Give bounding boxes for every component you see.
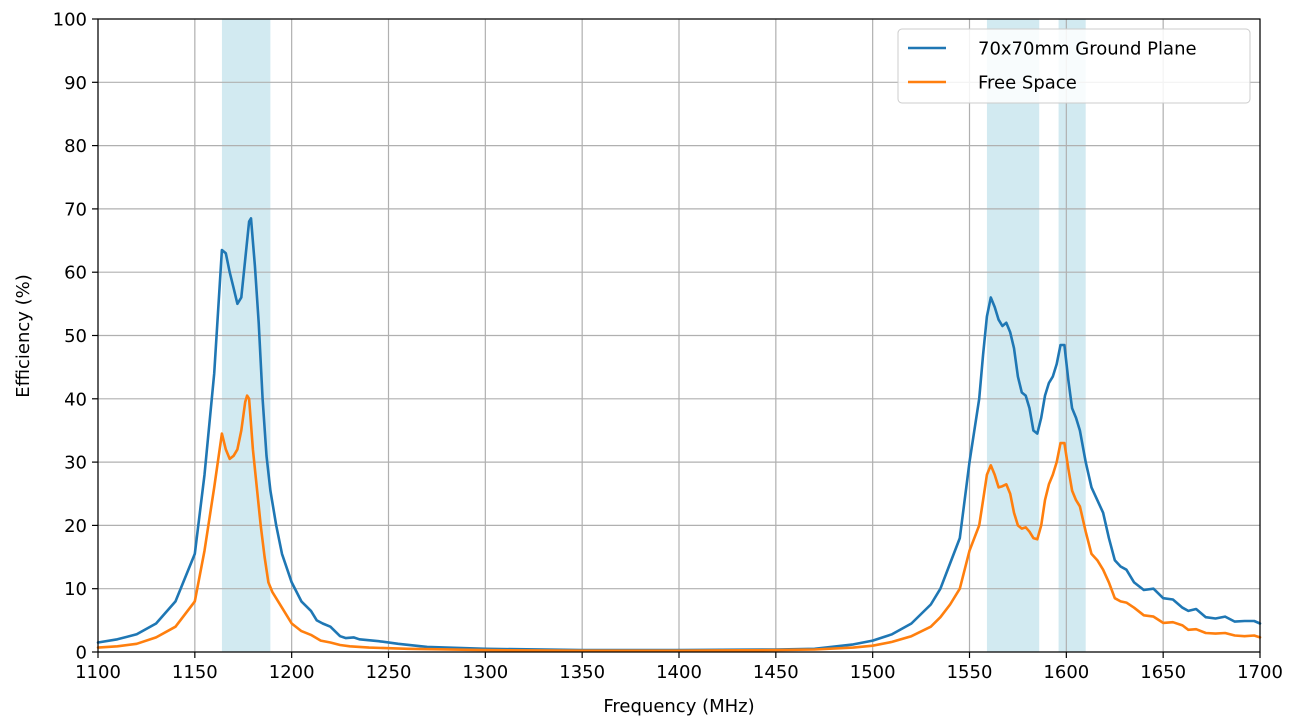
x-tick-label: 1400 [656, 662, 702, 683]
y-tick-label: 40 [64, 389, 87, 410]
x-tick-label: 1300 [462, 662, 508, 683]
y-tick-label: 20 [64, 516, 87, 537]
y-tick-label: 90 [64, 73, 87, 94]
x-tick-label: 1700 [1237, 662, 1283, 683]
axis-ticks: 1100 1150 1200 1250 1300 1350 1400 1450 1500 1550… [53, 10, 1283, 684]
series-line-0 [96, 217, 1262, 652]
x-tick-label: 1450 [753, 662, 799, 683]
series-line-1 [96, 394, 1262, 652]
x-tick-label: 1150 [172, 662, 218, 683]
x-tick-label: 1600 [1043, 662, 1089, 683]
legend-label-1: Free Space [978, 73, 1077, 94]
y-tick-label: 0 [76, 643, 87, 664]
x-tick-label: 1250 [366, 662, 412, 683]
legend-label-0: 70x70mm Ground Plane [978, 39, 1197, 60]
y-tick-label: 60 [64, 263, 87, 284]
x-tick-label: 1350 [559, 662, 605, 683]
data-series [96, 217, 1262, 652]
x-axis-label: Frequency (MHz) [603, 696, 754, 717]
legend: 70x70mm Ground Plane Free Space [897, 28, 1251, 104]
y-tick-label: 80 [64, 136, 87, 157]
x-tick-label: 1100 [75, 662, 121, 683]
y-tick-label: 50 [64, 326, 87, 347]
x-tick-label: 1650 [1140, 662, 1186, 683]
x-tick-label: 1500 [850, 662, 896, 683]
y-tick-label: 70 [64, 199, 87, 220]
x-tick-label: 1200 [269, 662, 315, 683]
x-tick-label: 1550 [947, 662, 993, 683]
y-tick-label: 100 [53, 10, 87, 31]
y-tick-label: 10 [64, 579, 87, 600]
legend-box [897, 28, 1251, 104]
y-tick-label: 30 [64, 453, 87, 474]
y-axis-label: Efficiency (%) [13, 274, 34, 398]
